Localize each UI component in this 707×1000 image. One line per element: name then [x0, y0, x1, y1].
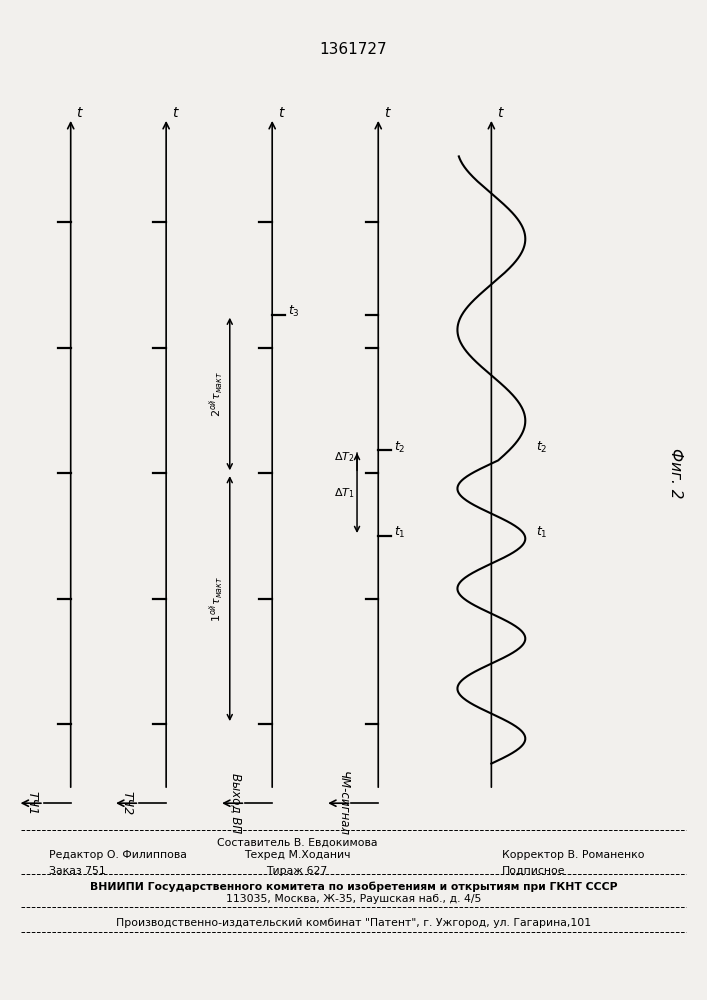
Text: t: t — [76, 106, 82, 120]
Text: t: t — [384, 106, 390, 120]
Text: t: t — [172, 106, 177, 120]
Text: $\Delta T_2$: $\Delta T_2$ — [334, 450, 354, 464]
Text: Техред М.Ходанич: Техред М.Ходанич — [244, 850, 350, 860]
Text: $2^{ой}\tau_{макт}$: $2^{ой}\tau_{макт}$ — [207, 371, 226, 417]
Text: $t_3$: $t_3$ — [288, 304, 300, 319]
Text: ЧМ-сигнал: ЧМ-сигнал — [337, 771, 349, 836]
Text: 1361727: 1361727 — [320, 42, 387, 57]
Text: Производственно-издательский комбинат "Патент", г. Ужгород, ул. Гагарина,101: Производственно-издательский комбинат "П… — [116, 918, 591, 928]
Text: Редактор О. Филиппова: Редактор О. Филиппова — [49, 850, 187, 860]
Text: Корректор В. Романенко: Корректор В. Романенко — [502, 850, 645, 860]
Text: $t_1$: $t_1$ — [536, 525, 547, 540]
Text: 113035, Москва, Ж-35, Раушская наб., д. 4/5: 113035, Москва, Ж-35, Раушская наб., д. … — [226, 894, 481, 904]
Text: Фиг. 2: Фиг. 2 — [667, 448, 683, 498]
Text: Выход ВП: Выход ВП — [230, 773, 243, 833]
Text: ТЧ2: ТЧ2 — [121, 791, 134, 815]
Text: Подписное: Подписное — [502, 866, 566, 876]
Text: $1^{ой}\tau_{макт}$: $1^{ой}\tau_{макт}$ — [207, 576, 226, 622]
Text: $t_2$: $t_2$ — [394, 440, 405, 455]
Text: t: t — [497, 106, 503, 120]
Text: ТЧ1: ТЧ1 — [25, 791, 38, 815]
Text: Заказ 751: Заказ 751 — [49, 866, 106, 876]
Text: $t_1$: $t_1$ — [394, 525, 405, 540]
Text: $\Delta T_1$: $\Delta T_1$ — [334, 486, 354, 500]
Text: ВНИИПИ Государственного комитета по изобретениям и открытиям при ГКНТ СССР: ВНИИПИ Государственного комитета по изоб… — [90, 882, 617, 892]
Text: t: t — [278, 106, 284, 120]
Text: Составитель В. Евдокимова: Составитель В. Евдокимова — [216, 838, 378, 848]
Text: $t_2$: $t_2$ — [536, 440, 547, 455]
Text: Тираж 627: Тираж 627 — [267, 866, 327, 876]
